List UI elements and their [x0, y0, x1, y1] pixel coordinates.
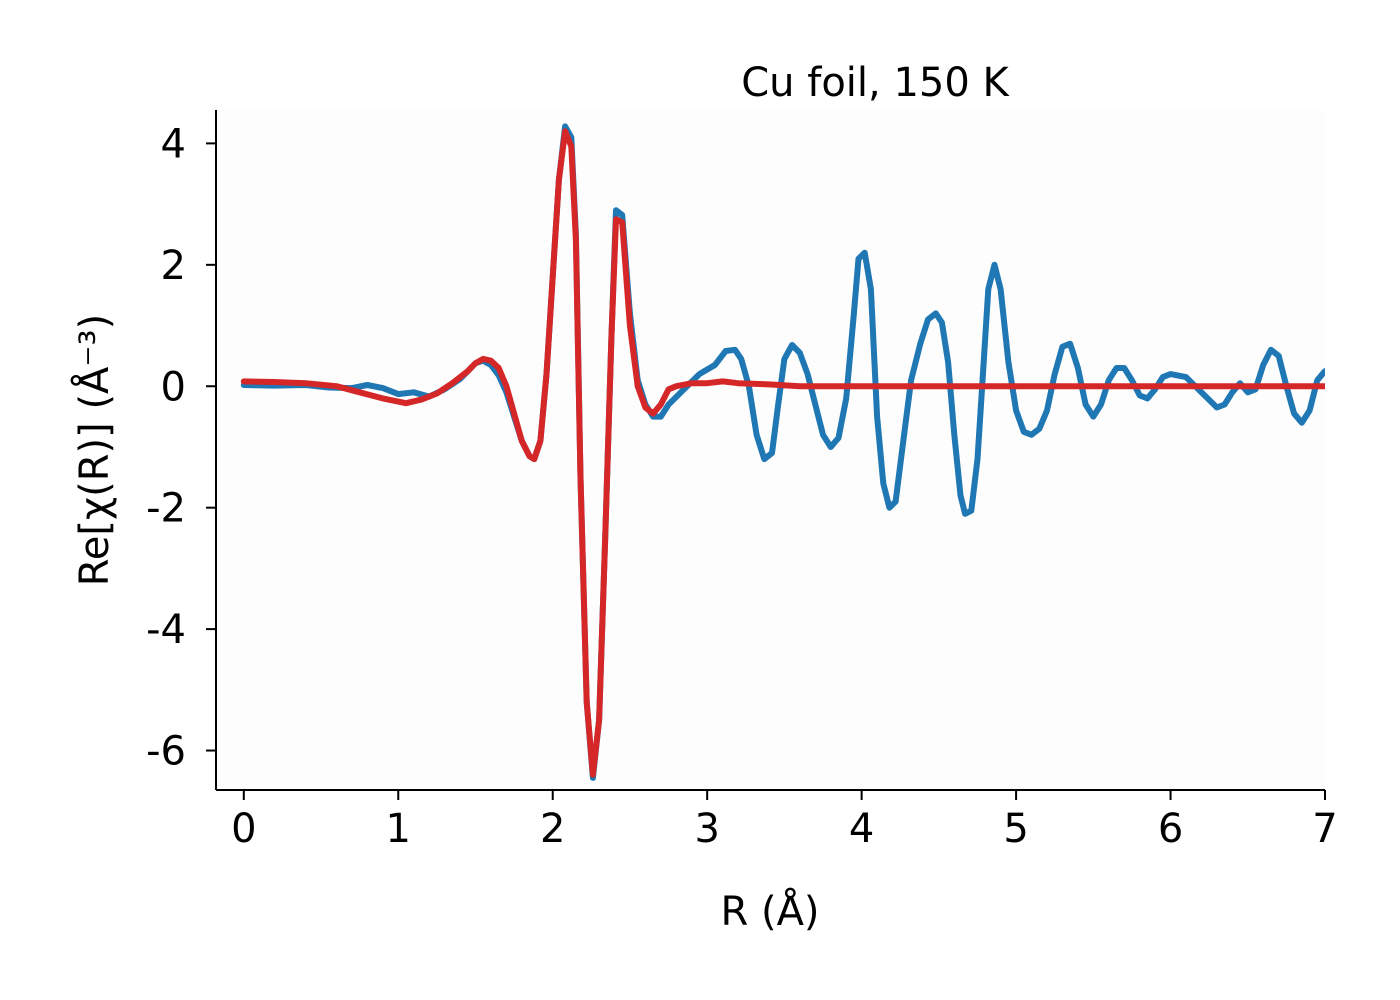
x-tick-label: 4 [849, 806, 874, 852]
x-tick-label: 3 [694, 806, 719, 852]
y-ticks: 4 2 0 -2 -4 -6 [146, 121, 216, 775]
y-axis-title: Re[χ(R)] (Å⁻³) [70, 314, 118, 586]
series-line-2 [240, 128, 1325, 778]
y-tick-label: 2 [161, 243, 186, 289]
series-layer [240, 123, 1325, 781]
y-tick-label: 4 [161, 121, 186, 167]
x-ticks: 0 1 2 3 4 5 6 7 [231, 790, 1338, 852]
y-tick-label: -4 [146, 607, 186, 653]
y-tick-label: -6 [146, 729, 186, 775]
y-tick-label: 0 [161, 364, 186, 410]
x-tick-label: 0 [231, 806, 256, 852]
x-tick-label: 7 [1312, 806, 1337, 852]
x-tick-label: 1 [386, 806, 411, 852]
x-tick-label: 6 [1158, 806, 1183, 852]
y-tick-label: -2 [146, 486, 186, 532]
chart-title: Cu foil, 150 K [741, 60, 1010, 106]
x-tick-label: 2 [540, 806, 565, 852]
x-axis-title: R (Å) [720, 887, 819, 935]
x-tick-label: 5 [1003, 806, 1028, 852]
